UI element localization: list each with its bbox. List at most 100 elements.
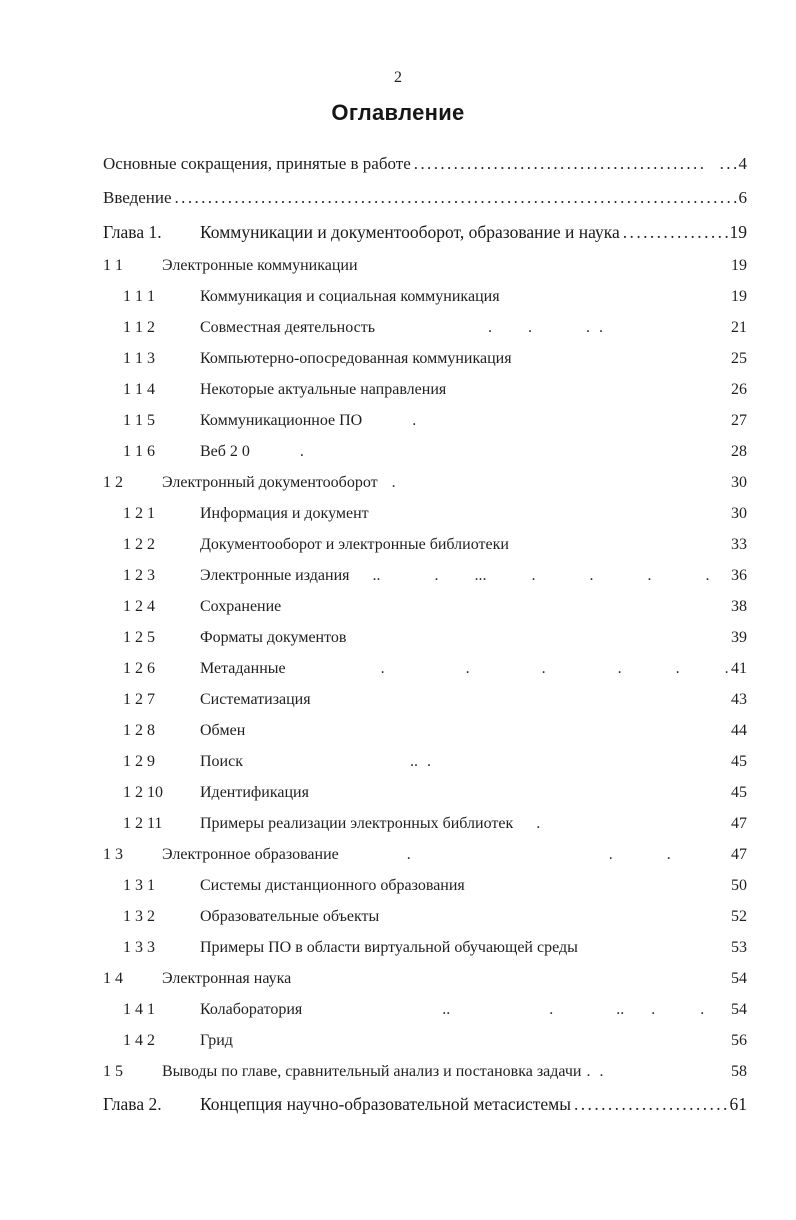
toc-row: 1 2 Электронный документооборот . 30	[103, 467, 747, 498]
entry-page: 53	[731, 939, 747, 956]
toc-row: 1 2 7 Систематизация 43	[103, 684, 747, 715]
entry-title: Метаданные	[200, 660, 286, 677]
chapter-label: Глава 1.	[103, 222, 162, 242]
entry-number: 1 2 7	[123, 691, 155, 708]
entry-page: 33	[731, 536, 747, 553]
entry-title: Некоторые актуальные направления	[200, 381, 447, 398]
toc-row: 1 2 4 Сохранение 38	[103, 591, 747, 622]
entry-number: 1 1 3	[123, 350, 155, 367]
leader-dots: .	[382, 474, 396, 491]
entry-number: 1 4 2	[123, 1032, 155, 1049]
entry-number: 1 2 5	[123, 629, 155, 646]
entry-number: 1 2 9	[123, 753, 155, 770]
toc-row: 1 3 Электронное образование . . . 47	[103, 839, 747, 870]
entry-page: 30	[731, 505, 747, 522]
entry-title: Компьютерно-опосредованная коммуникация	[200, 350, 512, 367]
leader-dots: . . .	[343, 846, 671, 863]
toc-row: 1 2 10 Идентификация 45	[103, 777, 747, 808]
toc-row: 1 1 4 Некоторые актуальные направления 26	[103, 374, 747, 405]
toc-row: 1 4 Электронная наука 54	[103, 963, 747, 994]
toc-row: 1 3 1 Системы дистанционного образования 5…	[103, 870, 747, 901]
leader-dots: ........................................…	[174, 188, 737, 207]
entry-number: 1 1 4	[123, 381, 155, 398]
toc-row: 1 3 3 Примеры ПО в области виртуальной об…	[103, 932, 747, 963]
entry-number: 1 2 11	[123, 815, 163, 832]
chapter-label: Глава 2.	[103, 1094, 162, 1114]
entry-page: 26	[731, 381, 747, 398]
entry-number: 1 1 5	[123, 412, 155, 429]
entry-number: 1 1	[103, 257, 123, 274]
leader-dots: ........................................…	[574, 1094, 728, 1114]
toc-row: 1 2 6 Метаданные . . . . . ... .41	[103, 653, 747, 684]
entry-number: 1 4 1	[123, 1001, 155, 1018]
entry-title: Форматы документов	[200, 629, 347, 646]
leader-dots: . . . . ..	[380, 319, 729, 336]
entry-page: 61	[729, 1094, 748, 1114]
entry-number: 1 3 2	[123, 908, 155, 925]
entry-page: 44	[731, 722, 747, 739]
entry-number: 1 2 1	[123, 505, 155, 522]
entry-title: Сохранение	[200, 598, 282, 615]
leader-dots: .	[518, 815, 541, 832]
entry-page: 41	[731, 660, 747, 677]
leader-dots: .. . ... . . . .	[354, 567, 710, 584]
toc-row: 1 3 2 Образовательные объекты 52	[103, 901, 747, 932]
toc-row: 1 2 5 Форматы документов 39	[103, 622, 747, 653]
entry-page: 45	[731, 753, 747, 770]
toc-row: Глава 2. Концепция научно-образовательной…	[103, 1087, 747, 1122]
entry-page: 27	[731, 412, 747, 429]
toc-list: Основные сокращения, принятые в работе..…	[103, 147, 747, 1122]
toc-row: 1 2 9 Поиск .. . 45	[103, 746, 747, 777]
entry-page: 39	[731, 629, 747, 646]
toc-row: 1 4 1 Колаборатория .. . .. . . . 54	[103, 994, 747, 1025]
toc-row: 1 1 6 Веб 2 0 . 28	[103, 436, 747, 467]
toc-row: Глава 1. Коммуникации и документооборот, …	[103, 215, 747, 250]
entry-page: 58	[731, 1063, 747, 1080]
entry-title: Концепция научно-образовательной метасис…	[200, 1094, 571, 1114]
entry-page: 47	[731, 815, 747, 832]
entry-number: 1 1 2	[123, 319, 155, 336]
entry-number: 1 2 6	[123, 660, 155, 677]
toc-row: 1 2 11 Примеры реализации электронных биб…	[103, 808, 747, 839]
entry-page: 43	[731, 691, 747, 708]
toc-row: 1 1 5 Коммуникационное ПО . 27	[103, 405, 747, 436]
toc-row: 1 5 Выводы по главе, сравнительный анализ…	[103, 1056, 747, 1087]
entry-number: 1 3	[103, 846, 123, 863]
entry-title: Колаборатория	[200, 1001, 303, 1018]
entry-title: Примеры ПО в области виртуальной обучающ…	[200, 939, 578, 956]
toc-row: 1 1 Электронные коммуникации 19	[103, 250, 747, 281]
entry-page: 56	[731, 1032, 747, 1049]
entry-title: Электронные издания	[200, 567, 350, 584]
entry-page: 28	[731, 443, 747, 460]
entry-title: Электронное образование	[162, 846, 339, 863]
entry-title: Введение	[103, 188, 172, 207]
entry-title: Идентификация	[200, 784, 309, 801]
entry-title: Выводы по главе, сравнительный анализ и …	[162, 1063, 582, 1080]
leader-dots: .	[254, 443, 304, 460]
entry-number: 1 1 1	[123, 288, 155, 305]
entry-page: 38	[731, 598, 747, 615]
entry-page: 30	[731, 474, 747, 491]
entry-number: 1 5	[103, 1063, 123, 1080]
entry-title: Электронные коммуникации	[162, 257, 358, 274]
entry-page: 4	[738, 154, 748, 173]
entry-page: 47	[731, 846, 747, 863]
entry-page: 19	[731, 288, 747, 305]
entry-page: 52	[731, 908, 747, 925]
entry-page: 25	[731, 350, 747, 367]
entry-page: 36	[731, 567, 747, 584]
leader-dots: ....................................	[622, 222, 728, 242]
entry-number: 1 4	[103, 970, 123, 987]
entry-title: Электронная наука	[162, 970, 292, 987]
toc-row: 1 2 3 Электронные издания .. . ... . . . …	[103, 560, 747, 591]
leader-dots: . . . . . ... .	[380, 660, 729, 677]
toc-row: Основные сокращения, принятые в работе..…	[103, 147, 747, 181]
entry-title: Коммуникации и документооборот, образова…	[200, 222, 620, 242]
leader-dots: .. . .. . . .	[307, 1001, 729, 1018]
entry-number: 1 2 8	[123, 722, 155, 739]
entry-number: 1 2 4	[123, 598, 155, 615]
entry-page: 54	[731, 1001, 747, 1018]
leader-dots: ........................................…	[413, 154, 737, 173]
entry-title: Документооборот и электронные библиотеки	[200, 536, 509, 553]
page-title: Оглавление	[331, 100, 465, 125]
